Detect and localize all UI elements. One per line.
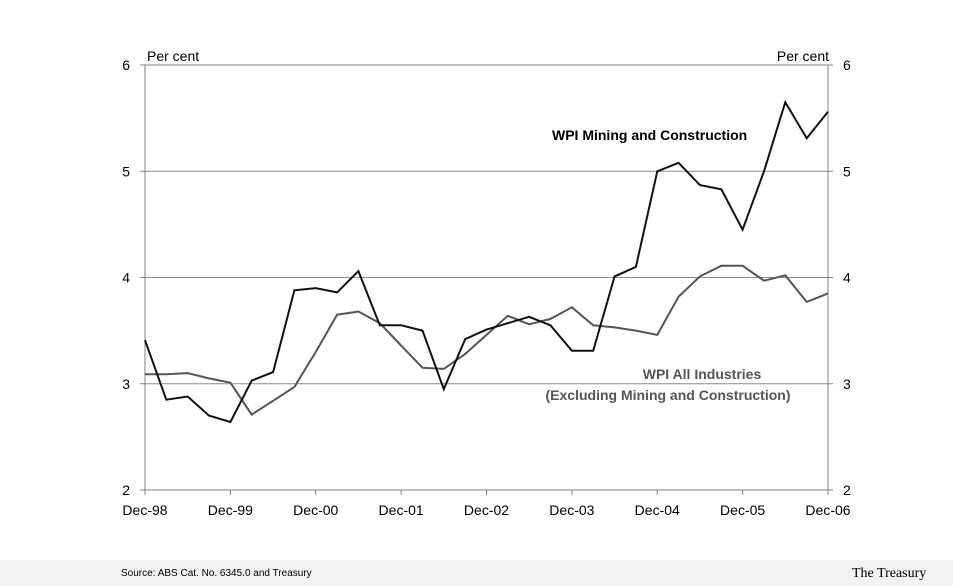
y-tick-label-left: 4 bbox=[122, 270, 130, 286]
treasury-wordmark: The Treasury bbox=[852, 566, 927, 581]
x-tick-label: Dec-06 bbox=[805, 502, 850, 518]
y-tick-label-right: 3 bbox=[843, 376, 851, 392]
y-tick-label-left: 6 bbox=[122, 57, 130, 73]
line-chart: 2 2 3 3 4 4 5 5 6 6 Dec-98 Dec-99 Dec-00 Dec-01 Dec-02… bbox=[122, 48, 851, 518]
y-tick-label-right: 4 bbox=[843, 270, 851, 286]
x-tick-label: Dec-03 bbox=[549, 502, 594, 518]
y-tick-label-left: 3 bbox=[122, 376, 130, 392]
footer-band bbox=[0, 560, 953, 586]
series-lines bbox=[144, 99, 829, 424]
axes: 2 2 3 3 4 4 5 5 6 6 Dec-98 Dec-99 Dec-00 Dec-01 Dec-02… bbox=[122, 57, 851, 518]
x-tick-label: Dec-00 bbox=[293, 502, 338, 518]
x-tick-label: Dec-05 bbox=[720, 502, 765, 518]
x-tick-label: Dec-98 bbox=[122, 502, 167, 518]
series-line-mining-construction bbox=[144, 99, 829, 424]
x-tick-label: Dec-02 bbox=[464, 502, 509, 518]
series-label-all-industries-note: (Excluding Mining and Construction) bbox=[546, 387, 791, 403]
y-tick-label-right: 2 bbox=[843, 482, 851, 498]
source-note: Source: ABS Cat. No. 6345.0 and Treasury bbox=[121, 568, 312, 579]
y-tick-label-left: 5 bbox=[122, 163, 130, 179]
x-tick-label: Dec-04 bbox=[635, 502, 680, 518]
x-tick-label: Dec-99 bbox=[208, 502, 253, 518]
gridlines bbox=[145, 170, 828, 385]
x-tick-label: Dec-01 bbox=[379, 502, 424, 518]
y-axis-left-label: Per cent bbox=[147, 48, 199, 64]
series-label-mining-construction: WPI Mining and Construction bbox=[552, 127, 747, 143]
series-label-all-industries: WPI All Industries bbox=[643, 366, 762, 382]
series-line-all-industries bbox=[145, 264, 829, 416]
y-tick-label-right: 5 bbox=[843, 163, 851, 179]
y-axis-right-label: Per cent bbox=[777, 48, 829, 64]
chart-labels: Per cent Per cent WPI Mining and Constru… bbox=[147, 48, 829, 403]
y-tick-label-left: 2 bbox=[122, 482, 130, 498]
y-tick-label-right: 6 bbox=[843, 57, 851, 73]
